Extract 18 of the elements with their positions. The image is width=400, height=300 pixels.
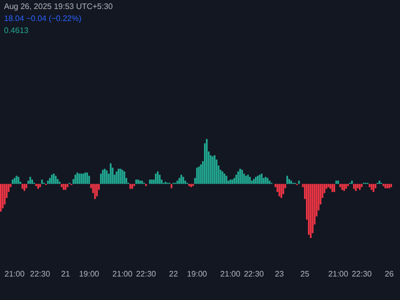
x-tick-label: 25 (300, 270, 310, 278)
x-tick-label: 26 (384, 270, 394, 278)
text: Aug 26, 2025 19:53 UTC+5:30 (4, 2, 113, 12)
text: 18.04 −0.04 (−0.22%) (4, 14, 82, 24)
x-tick-label: 21 (61, 270, 71, 278)
x-tick-label: 21:00 (112, 270, 133, 278)
x-tick-label: 21:00 (328, 270, 349, 278)
x-tick-label: 22:30 (136, 270, 157, 278)
x-tick-label: 22 (168, 270, 178, 278)
x-tick-label: 21:00 (4, 270, 26, 278)
x-tick-label: 19:00 (79, 270, 100, 278)
x-tick-label: 22:30 (30, 270, 51, 278)
x-tick-label: 23 (274, 270, 284, 278)
x-tick-label: 21:00 (220, 270, 241, 278)
text: 0.4613 (4, 26, 30, 36)
x-tick-label: 22:30 (244, 270, 264, 278)
x-tick-label: 19:00 (186, 270, 208, 278)
x-tick-label: 22:30 (352, 270, 372, 278)
